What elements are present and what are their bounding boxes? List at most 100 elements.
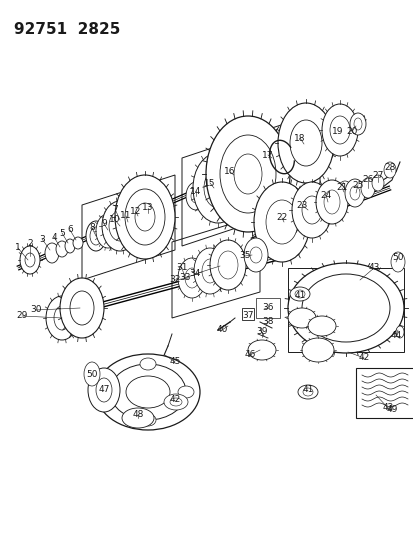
Ellipse shape: [45, 243, 59, 263]
Text: 35: 35: [239, 252, 250, 261]
Ellipse shape: [185, 182, 206, 210]
Ellipse shape: [140, 414, 156, 426]
Ellipse shape: [185, 268, 199, 288]
Ellipse shape: [140, 358, 156, 370]
Text: 50: 50: [391, 254, 403, 262]
Ellipse shape: [383, 162, 395, 178]
Ellipse shape: [218, 251, 237, 279]
Text: 19: 19: [332, 126, 343, 135]
Text: 42: 42: [382, 403, 393, 413]
Text: 23: 23: [296, 200, 307, 209]
Text: 45: 45: [169, 358, 180, 367]
Ellipse shape: [344, 179, 364, 207]
Text: 18: 18: [294, 133, 305, 142]
Ellipse shape: [73, 237, 83, 249]
Text: 29: 29: [16, 311, 28, 320]
Text: 42: 42: [358, 353, 369, 362]
Text: 33: 33: [179, 273, 190, 282]
Text: 34: 34: [189, 270, 200, 279]
Text: 44: 44: [389, 332, 401, 341]
Ellipse shape: [249, 247, 261, 263]
Ellipse shape: [96, 378, 112, 402]
Ellipse shape: [96, 354, 199, 430]
Ellipse shape: [307, 316, 335, 336]
Ellipse shape: [122, 408, 154, 428]
Ellipse shape: [323, 190, 339, 214]
Ellipse shape: [202, 259, 218, 283]
Ellipse shape: [204, 168, 231, 208]
Ellipse shape: [289, 287, 309, 301]
Text: 8: 8: [89, 223, 95, 232]
Text: 1: 1: [15, 244, 21, 253]
Text: 36: 36: [261, 303, 273, 312]
Ellipse shape: [125, 189, 165, 245]
Ellipse shape: [390, 252, 404, 272]
Ellipse shape: [297, 385, 317, 399]
Ellipse shape: [56, 241, 68, 257]
Ellipse shape: [349, 113, 365, 135]
Ellipse shape: [277, 103, 333, 183]
Text: 92751  2825: 92751 2825: [14, 22, 120, 37]
Ellipse shape: [233, 154, 261, 194]
Text: 14: 14: [190, 187, 201, 196]
Ellipse shape: [254, 182, 309, 262]
Ellipse shape: [65, 239, 75, 253]
Text: 47: 47: [98, 385, 109, 394]
Ellipse shape: [336, 181, 352, 203]
Text: 32: 32: [169, 276, 180, 285]
Ellipse shape: [135, 203, 154, 231]
Ellipse shape: [192, 153, 242, 223]
Ellipse shape: [54, 306, 70, 330]
Ellipse shape: [360, 178, 374, 198]
Text: 17: 17: [261, 150, 273, 159]
Ellipse shape: [126, 376, 170, 408]
Ellipse shape: [178, 386, 194, 398]
Ellipse shape: [96, 214, 120, 248]
Text: 31: 31: [176, 263, 188, 272]
Ellipse shape: [287, 308, 315, 328]
Text: 40: 40: [216, 326, 227, 335]
Text: 12: 12: [130, 207, 141, 216]
Text: 43: 43: [368, 263, 379, 272]
Text: 5: 5: [59, 229, 65, 238]
Text: 26: 26: [361, 175, 373, 184]
Text: 37: 37: [242, 311, 253, 320]
Text: 41: 41: [294, 290, 305, 300]
Text: 50: 50: [86, 370, 97, 379]
Ellipse shape: [353, 118, 361, 130]
Text: 9: 9: [101, 220, 107, 229]
Text: 48: 48: [132, 410, 143, 419]
Text: 20: 20: [346, 126, 357, 135]
Ellipse shape: [170, 398, 182, 406]
Text: 15: 15: [204, 179, 215, 188]
Ellipse shape: [247, 340, 275, 360]
Text: 10: 10: [109, 215, 121, 224]
Ellipse shape: [289, 120, 321, 166]
Ellipse shape: [110, 364, 185, 420]
Ellipse shape: [329, 116, 349, 144]
Ellipse shape: [243, 238, 267, 272]
Ellipse shape: [301, 338, 333, 362]
Ellipse shape: [219, 135, 275, 213]
Text: 4: 4: [51, 232, 57, 241]
Ellipse shape: [86, 221, 106, 251]
Ellipse shape: [84, 362, 100, 386]
Ellipse shape: [371, 175, 383, 191]
Text: 24: 24: [320, 190, 331, 199]
Text: 6: 6: [67, 225, 73, 235]
Text: 22: 22: [276, 214, 287, 222]
Ellipse shape: [46, 296, 78, 340]
Ellipse shape: [349, 186, 359, 200]
Ellipse shape: [190, 189, 201, 203]
Bar: [355, 368, 413, 418]
Text: 2: 2: [27, 239, 33, 248]
Text: 3: 3: [39, 235, 45, 244]
Bar: [242, 308, 254, 320]
Ellipse shape: [60, 278, 104, 338]
Text: 28: 28: [383, 164, 395, 173]
Ellipse shape: [395, 326, 403, 338]
Ellipse shape: [287, 263, 403, 353]
Ellipse shape: [194, 248, 225, 294]
Ellipse shape: [301, 196, 321, 224]
Ellipse shape: [178, 258, 206, 298]
